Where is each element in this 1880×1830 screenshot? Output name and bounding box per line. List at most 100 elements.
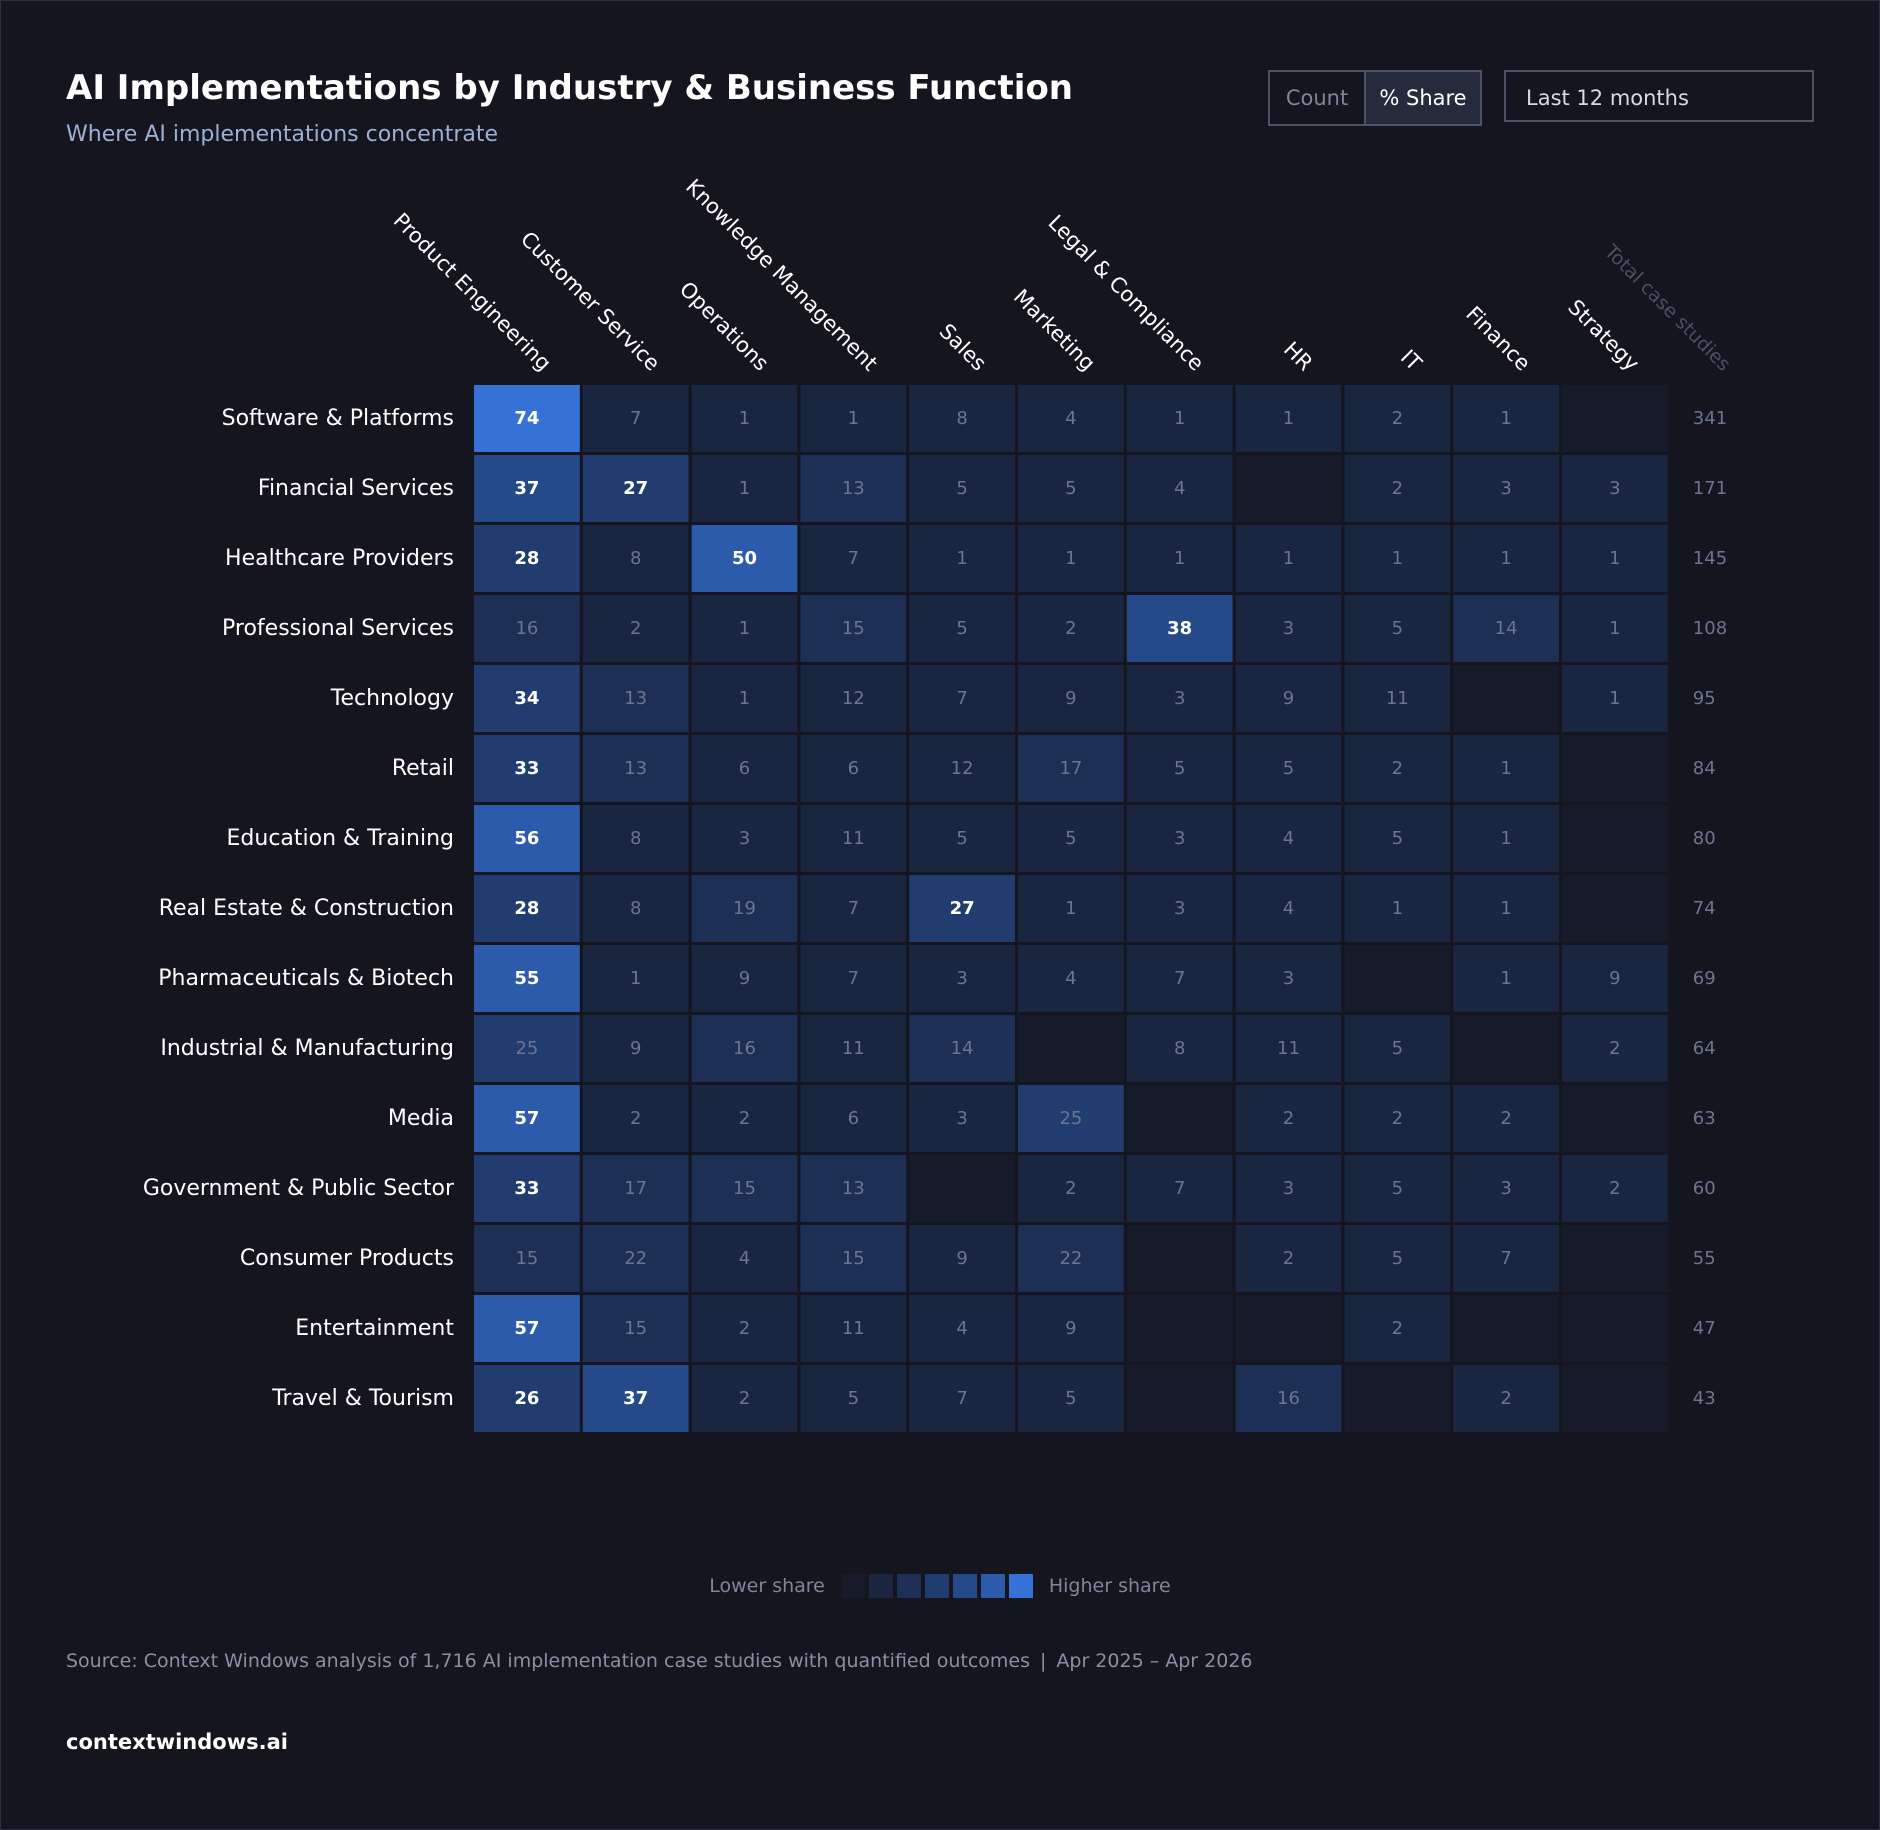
- heatmap-cell[interactable]: [474, 525, 580, 592]
- heatmap-cell[interactable]: [800, 1155, 907, 1222]
- heatmap-cell[interactable]: [909, 945, 1015, 1012]
- heatmap-cell[interactable]: [582, 595, 689, 662]
- heatmap-cell[interactable]: [1126, 805, 1233, 872]
- heatmap-cell[interactable]: [1344, 945, 1451, 1012]
- heatmap-cell[interactable]: [1018, 525, 1124, 592]
- heatmap-cell[interactable]: [474, 945, 580, 1012]
- heatmap-cell[interactable]: [800, 1295, 907, 1362]
- heatmap-cell[interactable]: [582, 735, 689, 802]
- heatmap-cell[interactable]: [1344, 805, 1451, 872]
- heatmap-cell[interactable]: [1126, 455, 1233, 522]
- heatmap-cell[interactable]: [582, 1295, 689, 1362]
- heatmap-cell[interactable]: [1018, 945, 1124, 1012]
- heatmap-cell[interactable]: [1235, 525, 1342, 592]
- heatmap-cell[interactable]: [1018, 1225, 1124, 1292]
- heatmap-cell[interactable]: [582, 875, 689, 942]
- heatmap-cell[interactable]: [474, 1155, 580, 1222]
- heatmap-cell[interactable]: [691, 1365, 798, 1432]
- heatmap-cell[interactable]: [691, 665, 798, 732]
- heatmap-cell[interactable]: [691, 875, 798, 942]
- heatmap-cell[interactable]: [691, 1225, 798, 1292]
- heatmap-cell[interactable]: [582, 1015, 689, 1082]
- heatmap-cell[interactable]: [582, 1155, 689, 1222]
- heatmap-cell[interactable]: [1453, 1085, 1559, 1152]
- heatmap-cell[interactable]: [691, 945, 798, 1012]
- heatmap-cell[interactable]: [1235, 735, 1342, 802]
- heatmap-cell[interactable]: [1562, 595, 1668, 662]
- heatmap-cell[interactable]: [1018, 1085, 1124, 1152]
- heatmap-cell[interactable]: [1344, 525, 1451, 592]
- heatmap-cell[interactable]: [909, 1365, 1015, 1432]
- heatmap-cell[interactable]: [1018, 595, 1124, 662]
- heatmap-cell[interactable]: [474, 805, 580, 872]
- heatmap-cell[interactable]: [1126, 665, 1233, 732]
- heatmap-cell[interactable]: [1562, 735, 1668, 802]
- heatmap-cell[interactable]: [1453, 1155, 1559, 1222]
- heatmap-cell[interactable]: [909, 385, 1015, 452]
- heatmap-cell[interactable]: [1235, 945, 1342, 1012]
- heatmap-cell[interactable]: [800, 805, 907, 872]
- heatmap-cell[interactable]: [1018, 1015, 1124, 1082]
- heatmap-cell[interactable]: [800, 1015, 907, 1082]
- heatmap-cell[interactable]: [1126, 875, 1233, 942]
- heatmap-cell[interactable]: [1344, 455, 1451, 522]
- heatmap-cell[interactable]: [1235, 1085, 1342, 1152]
- heatmap-cell[interactable]: [1453, 385, 1559, 452]
- heatmap-cell[interactable]: [582, 525, 689, 592]
- heatmap-cell[interactable]: [474, 1085, 580, 1152]
- heatmap-cell[interactable]: [1344, 595, 1451, 662]
- heatmap-cell[interactable]: [800, 1225, 907, 1292]
- heatmap-cell[interactable]: [1562, 525, 1668, 592]
- heatmap-cell[interactable]: [1235, 1015, 1342, 1082]
- heatmap-cell[interactable]: [691, 1015, 798, 1082]
- heatmap-cell[interactable]: [1235, 805, 1342, 872]
- heatmap-cell[interactable]: [474, 1295, 580, 1362]
- heatmap-cell[interactable]: [909, 455, 1015, 522]
- heatmap-cell[interactable]: [1453, 735, 1559, 802]
- heatmap-cell[interactable]: [691, 805, 798, 872]
- heatmap-cell[interactable]: [1235, 1155, 1342, 1222]
- heatmap-cell[interactable]: [1126, 1225, 1233, 1292]
- heatmap-cell[interactable]: [800, 665, 907, 732]
- heatmap-cell[interactable]: [1562, 945, 1668, 1012]
- heatmap-cell[interactable]: [1453, 1365, 1559, 1432]
- heatmap-cell[interactable]: [691, 1085, 798, 1152]
- heatmap-cell[interactable]: [1453, 805, 1559, 872]
- heatmap-cell[interactable]: [909, 595, 1015, 662]
- heatmap-cell[interactable]: [1126, 1295, 1233, 1362]
- heatmap-cell[interactable]: [1018, 1155, 1124, 1222]
- heatmap-cell[interactable]: [1344, 665, 1451, 732]
- heatmap-cell[interactable]: [1562, 665, 1668, 732]
- period-select[interactable]: Last 12 months: [1504, 70, 1814, 122]
- heatmap-cell[interactable]: [1562, 1295, 1668, 1362]
- heatmap-cell[interactable]: [1344, 875, 1451, 942]
- heatmap-cell[interactable]: [800, 735, 907, 802]
- heatmap-cell[interactable]: [909, 875, 1015, 942]
- heatmap-cell[interactable]: [1453, 1225, 1559, 1292]
- heatmap-cell[interactable]: [909, 1015, 1015, 1082]
- heatmap-cell[interactable]: [1562, 875, 1668, 942]
- heatmap-cell[interactable]: [582, 455, 689, 522]
- heatmap-cell[interactable]: [1235, 1295, 1342, 1362]
- heatmap-cell[interactable]: [1018, 1295, 1124, 1362]
- heatmap-cell[interactable]: [691, 385, 798, 452]
- heatmap-cell[interactable]: [1126, 735, 1233, 802]
- heatmap-cell[interactable]: [582, 1225, 689, 1292]
- heatmap-cell[interactable]: [1453, 1015, 1559, 1082]
- heatmap-cell[interactable]: [800, 385, 907, 452]
- heatmap-cell[interactable]: [582, 945, 689, 1012]
- heatmap-cell[interactable]: [800, 1085, 907, 1152]
- heatmap-cell[interactable]: [800, 945, 907, 1012]
- heatmap-cell[interactable]: [800, 1365, 907, 1432]
- heatmap-cell[interactable]: [1235, 665, 1342, 732]
- heatmap-cell[interactable]: [1126, 1015, 1233, 1082]
- heatmap-cell[interactable]: [909, 1225, 1015, 1292]
- heatmap-cell[interactable]: [582, 1085, 689, 1152]
- heatmap-cell[interactable]: [1018, 665, 1124, 732]
- heatmap-cell[interactable]: [1126, 1085, 1233, 1152]
- heatmap-cell[interactable]: [474, 385, 580, 452]
- heatmap-cell[interactable]: [909, 525, 1015, 592]
- heatmap-cell[interactable]: [909, 1085, 1015, 1152]
- toggle-share-button[interactable]: % Share: [1364, 72, 1480, 124]
- heatmap-cell[interactable]: [1126, 1365, 1233, 1432]
